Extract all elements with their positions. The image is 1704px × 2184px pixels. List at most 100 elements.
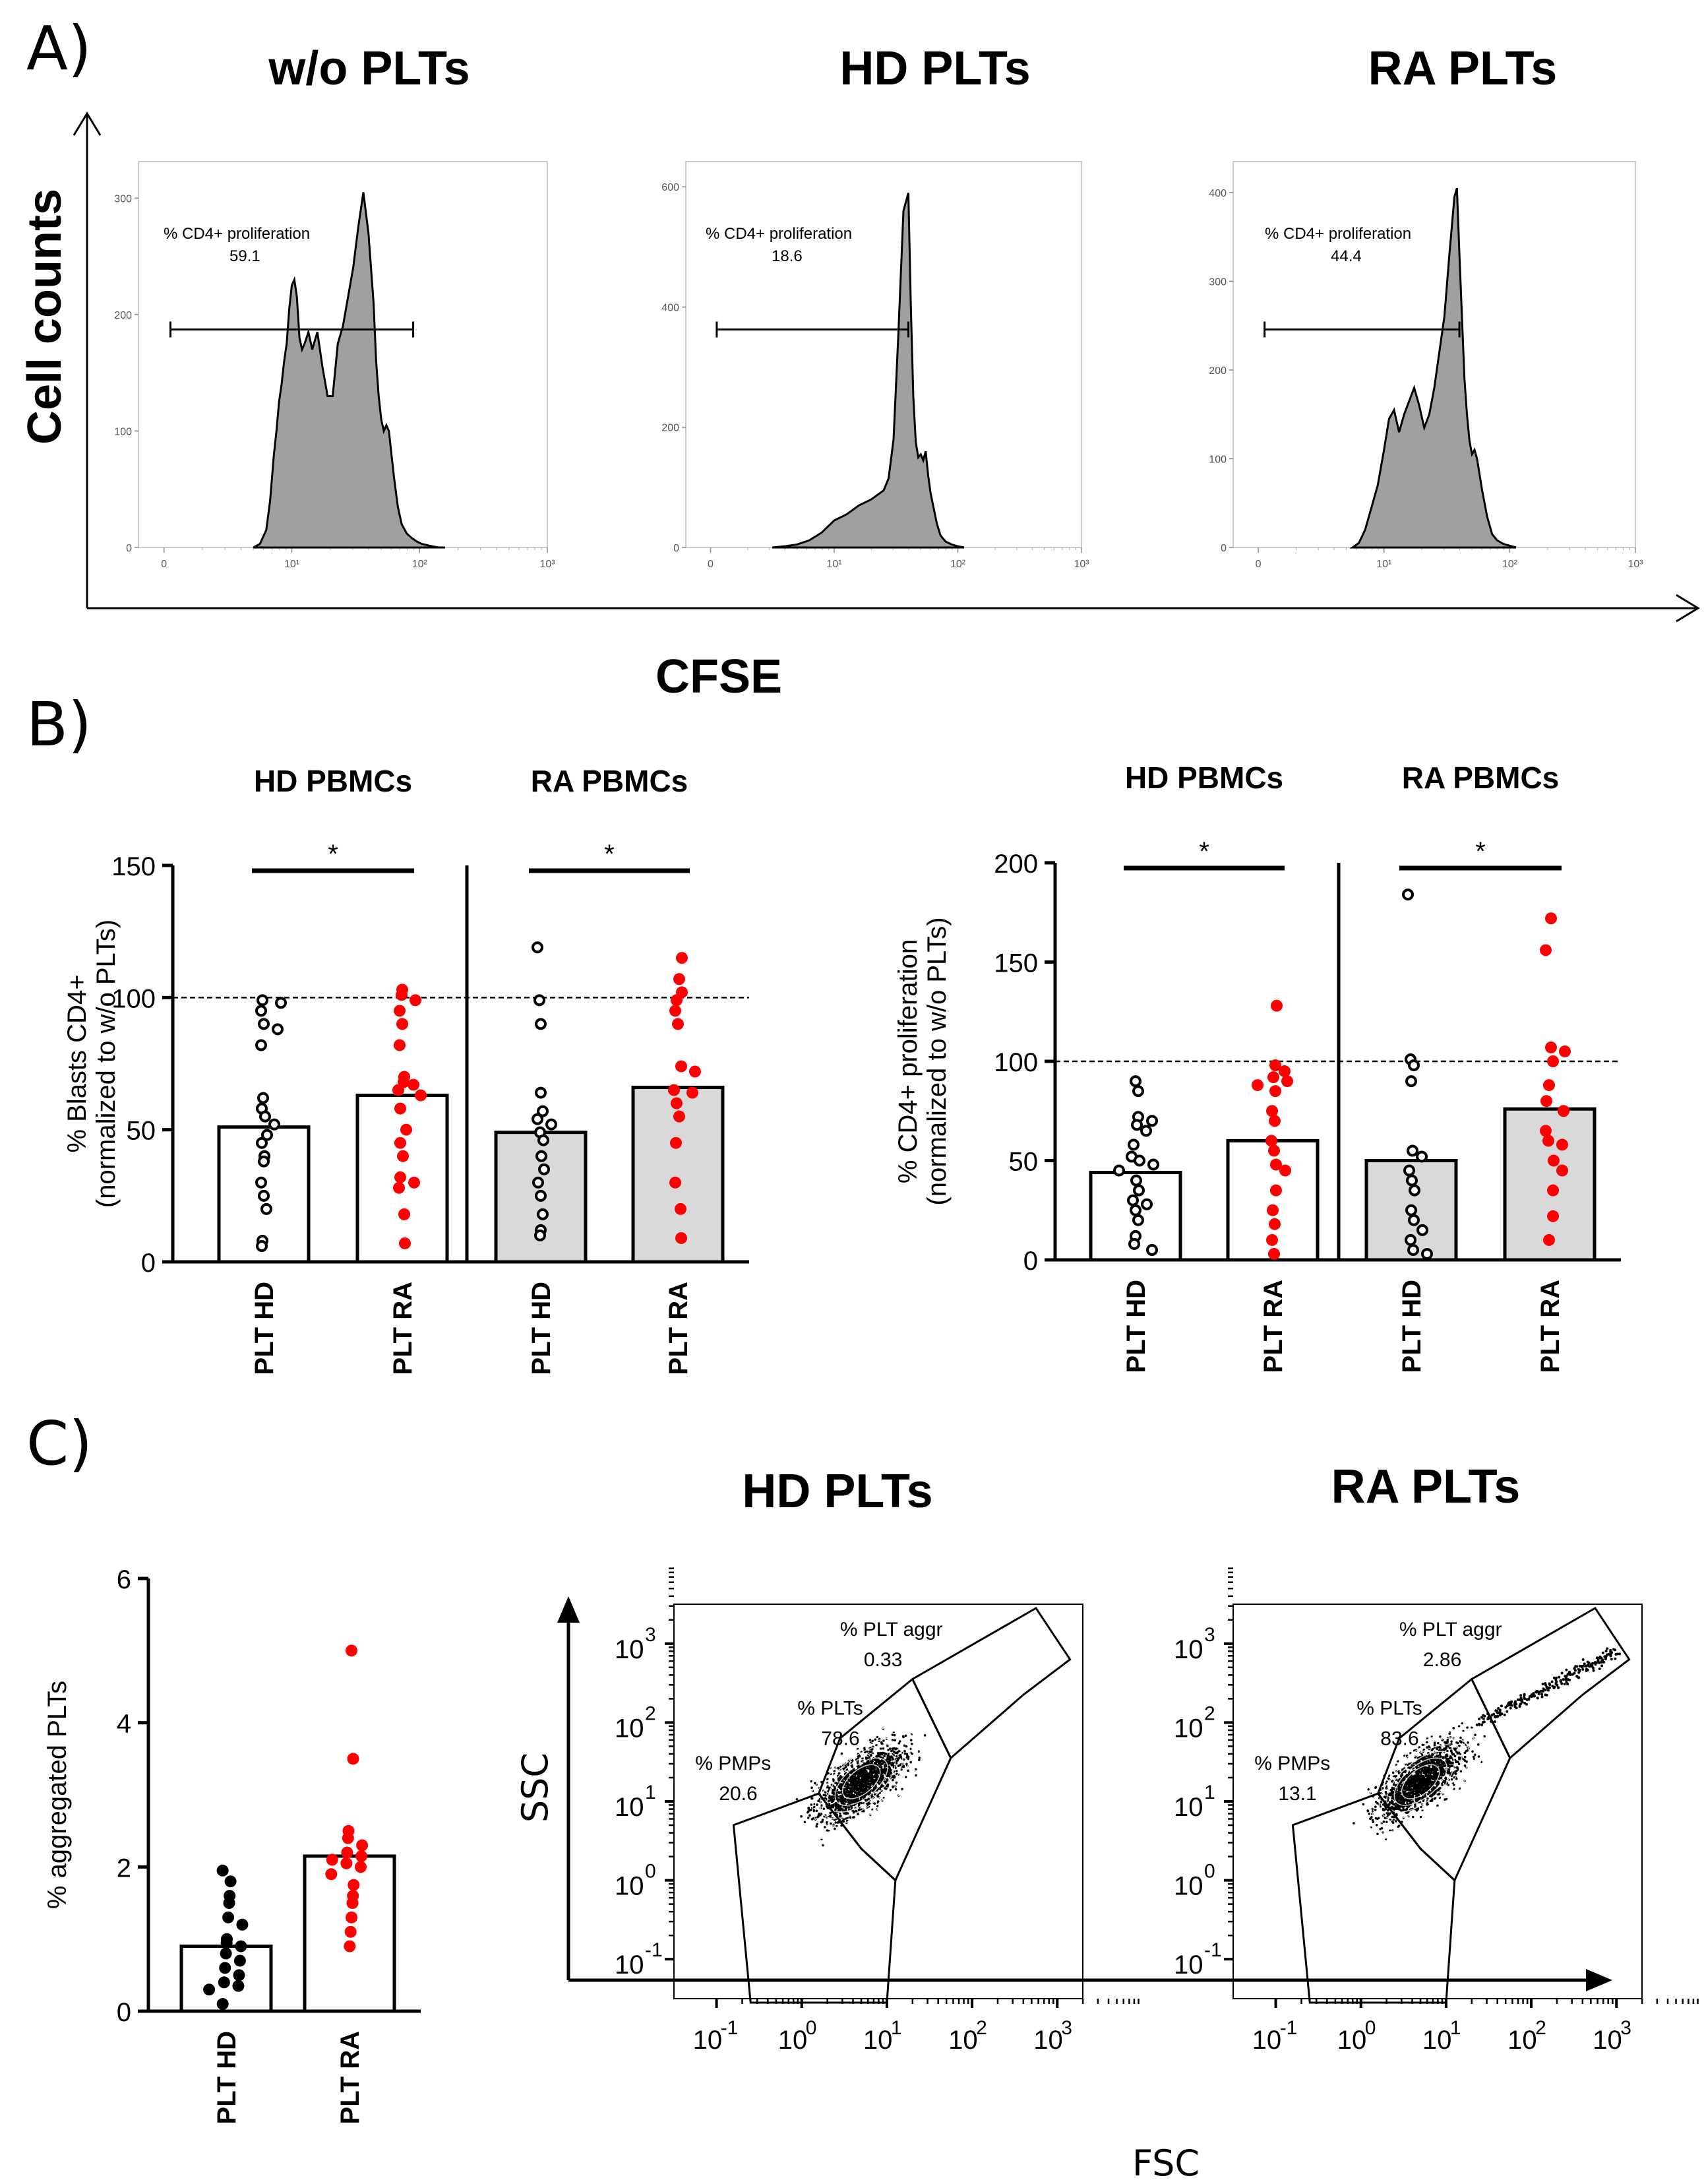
event-dot [1444,1756,1447,1759]
event-dot [1403,1802,1405,1805]
data-point [1268,1247,1280,1260]
histogram-gate-value: 59.1 [229,247,260,265]
data-point [675,1202,686,1215]
flow-y-tick-base: 10 [1174,1950,1203,1980]
histogram-x-tick-label: 10² [950,559,966,570]
event-dot [886,1754,890,1757]
event-dot [871,1767,874,1770]
event-dot [876,1768,879,1771]
histogram-y-tick-label: 100 [114,426,132,437]
aggregate-dot [1577,1671,1581,1674]
event-dot [899,1764,901,1766]
event-dot [1418,1774,1421,1778]
histogram-y-tick-label: 400 [1209,188,1227,199]
event-dot [1419,1792,1422,1794]
event-dot [1424,1771,1426,1774]
event-dot [888,1755,892,1758]
flow-x-tick-base: 10 [863,2026,893,2055]
data-point [673,1110,685,1123]
event-dot [1387,1812,1390,1815]
event-dot [1411,1778,1414,1780]
flow-gate-value: 2.86 [1423,1649,1461,1671]
histogram-x-tick-label: 10¹ [826,559,841,570]
data-point [671,994,683,1007]
event-dot [851,1794,853,1797]
event-dot [1450,1740,1453,1743]
event-dot [1419,1815,1422,1819]
event-dot [837,1779,840,1782]
aggregate-dot [1475,1723,1478,1726]
data-point [346,1644,357,1657]
data-point [1268,1144,1280,1157]
y-tick-label: 150 [111,852,156,881]
event-dot [1437,1754,1440,1757]
event-dot [1455,1761,1457,1764]
data-point [1281,1075,1293,1088]
histogram-y-tick-label: 200 [1209,365,1227,377]
event-dot [876,1755,880,1758]
event-dot [880,1766,883,1768]
event-dot [843,1803,846,1805]
flow-y-tick-exp: 2 [1204,1702,1215,1724]
panel-a-title-3: RA PLTs [1368,42,1558,95]
data-point [1127,1194,1139,1206]
event-dot [1431,1780,1434,1784]
event-dot [1411,1764,1415,1767]
data-point [1146,1115,1158,1127]
aggregate-dot [1530,1693,1533,1697]
panel-c-axes [557,1596,1612,1991]
flow-gate-value: 13.1 [1278,1783,1316,1805]
event-dot [1377,1817,1380,1820]
event-dot [1409,1792,1412,1795]
category-label: PLT HD [1122,1280,1151,1373]
category-label: PLT HD [212,2031,241,2124]
event-dot [872,1782,874,1785]
data-point [538,1163,550,1175]
event-dot [1436,1789,1439,1792]
event-dot [848,1801,851,1805]
event-dot [810,1818,814,1821]
event-dot [848,1780,851,1782]
event-dot [865,1761,868,1764]
aggregate-dot [1545,1693,1548,1697]
event-dot [1376,1832,1379,1836]
event-dot [862,1809,865,1813]
density-contour [1363,1731,1478,1833]
event-dot [1391,1796,1394,1799]
data-point [355,1850,368,1862]
event-dot [846,1812,849,1815]
data-point [675,1060,687,1073]
event-dot [1455,1777,1458,1780]
event-dot [1420,1786,1424,1788]
event-dot [1398,1783,1401,1786]
event-dot [829,1815,832,1819]
data-point [394,1102,406,1115]
aggregate-dot [1565,1681,1568,1684]
event-dot [858,1784,861,1788]
flow-y-tick-base: 10 [1174,1872,1203,1901]
event-dot [886,1778,889,1781]
event-dot [1444,1746,1447,1749]
event-dot [863,1776,865,1778]
event-dot [899,1756,902,1759]
event-dot [1389,1794,1392,1797]
event-dot [894,1751,897,1754]
event-dot [1406,1801,1409,1805]
aggregate-dot [1521,1700,1524,1704]
event-dot [1450,1757,1453,1759]
histogram-x-tick-label: 10³ [1074,559,1089,570]
event-dot [874,1774,877,1777]
event-dot [806,1817,810,1819]
aggregate-dot [1577,1676,1581,1679]
event-dot [894,1739,897,1742]
data-point [346,1911,358,1923]
event-dot [1396,1795,1399,1798]
aggregate-dot [1566,1673,1569,1676]
event-dot [1447,1770,1450,1772]
event-dot [868,1767,871,1770]
event-dot [851,1778,854,1781]
event-dot [879,1747,882,1750]
event-dot [863,1772,866,1775]
event-dot [1399,1774,1403,1778]
data-point [257,1092,269,1104]
